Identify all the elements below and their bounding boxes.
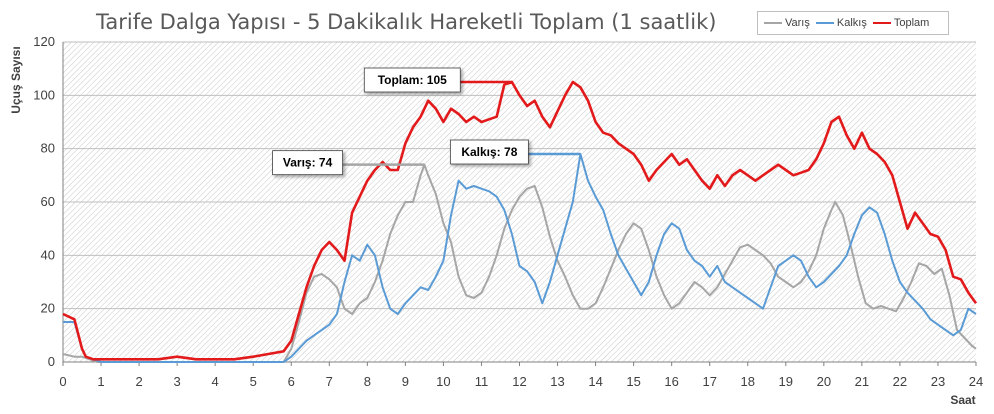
x-tick-label-24: 24 [969,374,983,389]
x-tick-label-22: 22 [893,374,907,389]
x-tick-label-9: 9 [402,374,409,389]
x-tick-label-3: 3 [174,374,181,389]
x-tick-label-12: 12 [512,374,526,389]
x-tick-label-6: 6 [288,374,295,389]
y-axis-ticks: 0 20 40 60 80 100 120 [33,34,55,369]
x-axis-label: Saat [950,393,975,407]
y-tick-label-80: 80 [41,141,55,156]
annotation-label-0: Toplam: 105 [378,73,447,87]
x-tick-label-20: 20 [817,374,831,389]
annotations: Toplam: 105 Kalkış: 78 Varış: 74 [272,67,581,176]
x-tick-label-13: 13 [550,374,564,389]
y-tick-label-0: 0 [48,354,55,369]
legend-item-varis: Varış [764,17,810,29]
y-axis-label: Uçuş Sayısı [9,46,23,113]
x-tick-label-11: 11 [475,374,489,389]
y-tick-label-20: 20 [41,301,55,316]
legend-swatch-toplam [872,22,891,24]
annotation-1: Kalkış: 78 [449,139,581,165]
legend-swatch-kalkis [815,22,834,24]
annotation-box-0 [363,67,461,93]
series-line-2 [62,80,978,361]
series-line-1 [63,153,977,363]
y-tick-label-60: 60 [41,194,55,209]
x-tick-label-14: 14 [588,374,602,389]
series-line-0 [62,163,977,363]
x-tick-label-19: 19 [779,374,793,389]
x-tick-label-15: 15 [626,374,640,389]
x-tick-label-0: 0 [59,374,66,389]
x-tick-label-4: 4 [212,374,219,389]
annotation-box-2 [272,150,343,176]
x-tick-label-2: 2 [135,374,142,389]
annotation-box-1 [449,139,529,165]
x-tick-label-16: 16 [664,374,678,389]
x-tick-label-23: 23 [931,374,945,389]
x-tick-label-5: 5 [250,374,257,389]
y-tick-label-40: 40 [41,247,55,262]
y-tick-label-100: 100 [33,87,55,102]
x-axis-ticks: 0 1 2 3 4 5 6 7 8 9 10 11 12 13 14 15 16 17 18 19 20 21 22 23 24 [59,374,983,389]
x-tick-label-17: 17 [702,374,716,389]
x-tick-label-18: 18 [741,374,755,389]
x-tick-label-7: 7 [326,374,333,389]
annotation-label-1: Kalkış: 78 [461,145,517,159]
legend-swatch-varis [764,22,782,24]
annotation-0: Toplam: 105 [363,67,512,93]
y-tick-label-120: 120 [33,34,55,49]
legend-item-toplam: Toplam [872,17,930,29]
legend: Varış Kalkış Toplam [757,11,949,35]
annotation-2: Varış: 74 [272,150,425,176]
chart-title: Tarife Dalga Yapısı - 5 Dakikalık Hareke… [96,10,717,34]
x-tick-label-21: 21 [855,374,869,389]
x-tick-label-10: 10 [436,374,450,389]
legend-label-varis: Varış [785,17,810,29]
series-lines [62,80,978,363]
annotation-label-2: Varış: 74 [283,156,333,170]
legend-item-kalkis: Kalkış [815,17,867,29]
legend-label-toplam: Toplam [893,17,930,29]
x-tick-label-8: 8 [364,374,371,389]
legend-label-kalkis: Kalkış [836,17,867,29]
x-tick-label-1: 1 [97,374,104,389]
